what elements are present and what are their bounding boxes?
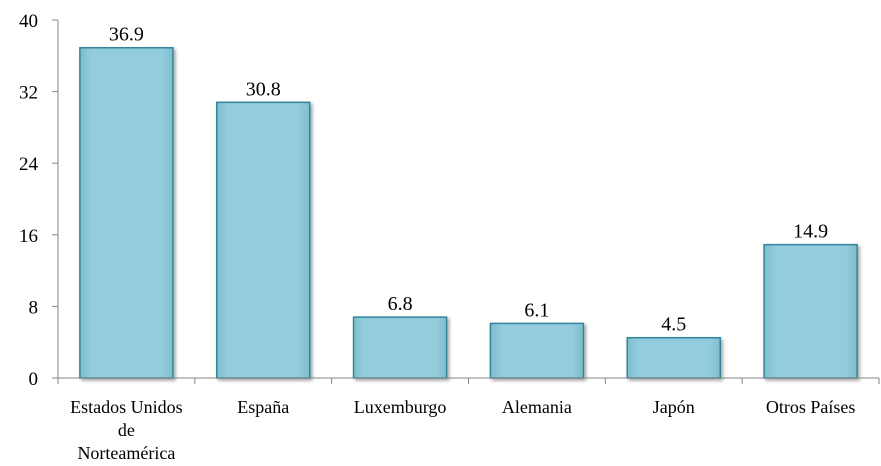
bar — [354, 317, 447, 378]
bar — [490, 323, 583, 378]
x-axis: Estados Unidos de Norteamérica España Luxemb… — [58, 378, 879, 463]
data-label: 30.8 — [246, 78, 281, 100]
y-tick-label: 32 — [19, 83, 38, 104]
data-label: 14.9 — [793, 221, 828, 243]
y-tick-label: 40 — [19, 11, 38, 32]
category-label: Norteamérica — [77, 443, 175, 463]
category-label: Otros Países — [766, 397, 856, 417]
bar — [80, 48, 173, 378]
bar — [627, 338, 720, 378]
data-label: 4.5 — [661, 314, 686, 336]
data-label: 6.1 — [524, 299, 549, 321]
y-axis: 0 8 16 24 32 40 — [19, 11, 58, 390]
category-label: Alemania — [502, 397, 572, 417]
bars — [80, 48, 857, 378]
data-label: 36.9 — [109, 24, 144, 46]
category-label: Estados Unidos — [70, 397, 183, 417]
category-label: Luxemburgo — [354, 397, 447, 417]
bar — [764, 245, 857, 378]
y-tick-label: 16 — [19, 226, 38, 247]
category-label: de — [118, 420, 135, 440]
y-tick-label: 8 — [29, 297, 39, 318]
y-tick-label: 0 — [29, 369, 39, 390]
bar — [217, 102, 310, 378]
category-label: Japón — [653, 397, 695, 417]
category-label: España — [237, 397, 289, 417]
data-label: 6.8 — [388, 293, 413, 315]
y-tick-label: 24 — [19, 154, 39, 175]
